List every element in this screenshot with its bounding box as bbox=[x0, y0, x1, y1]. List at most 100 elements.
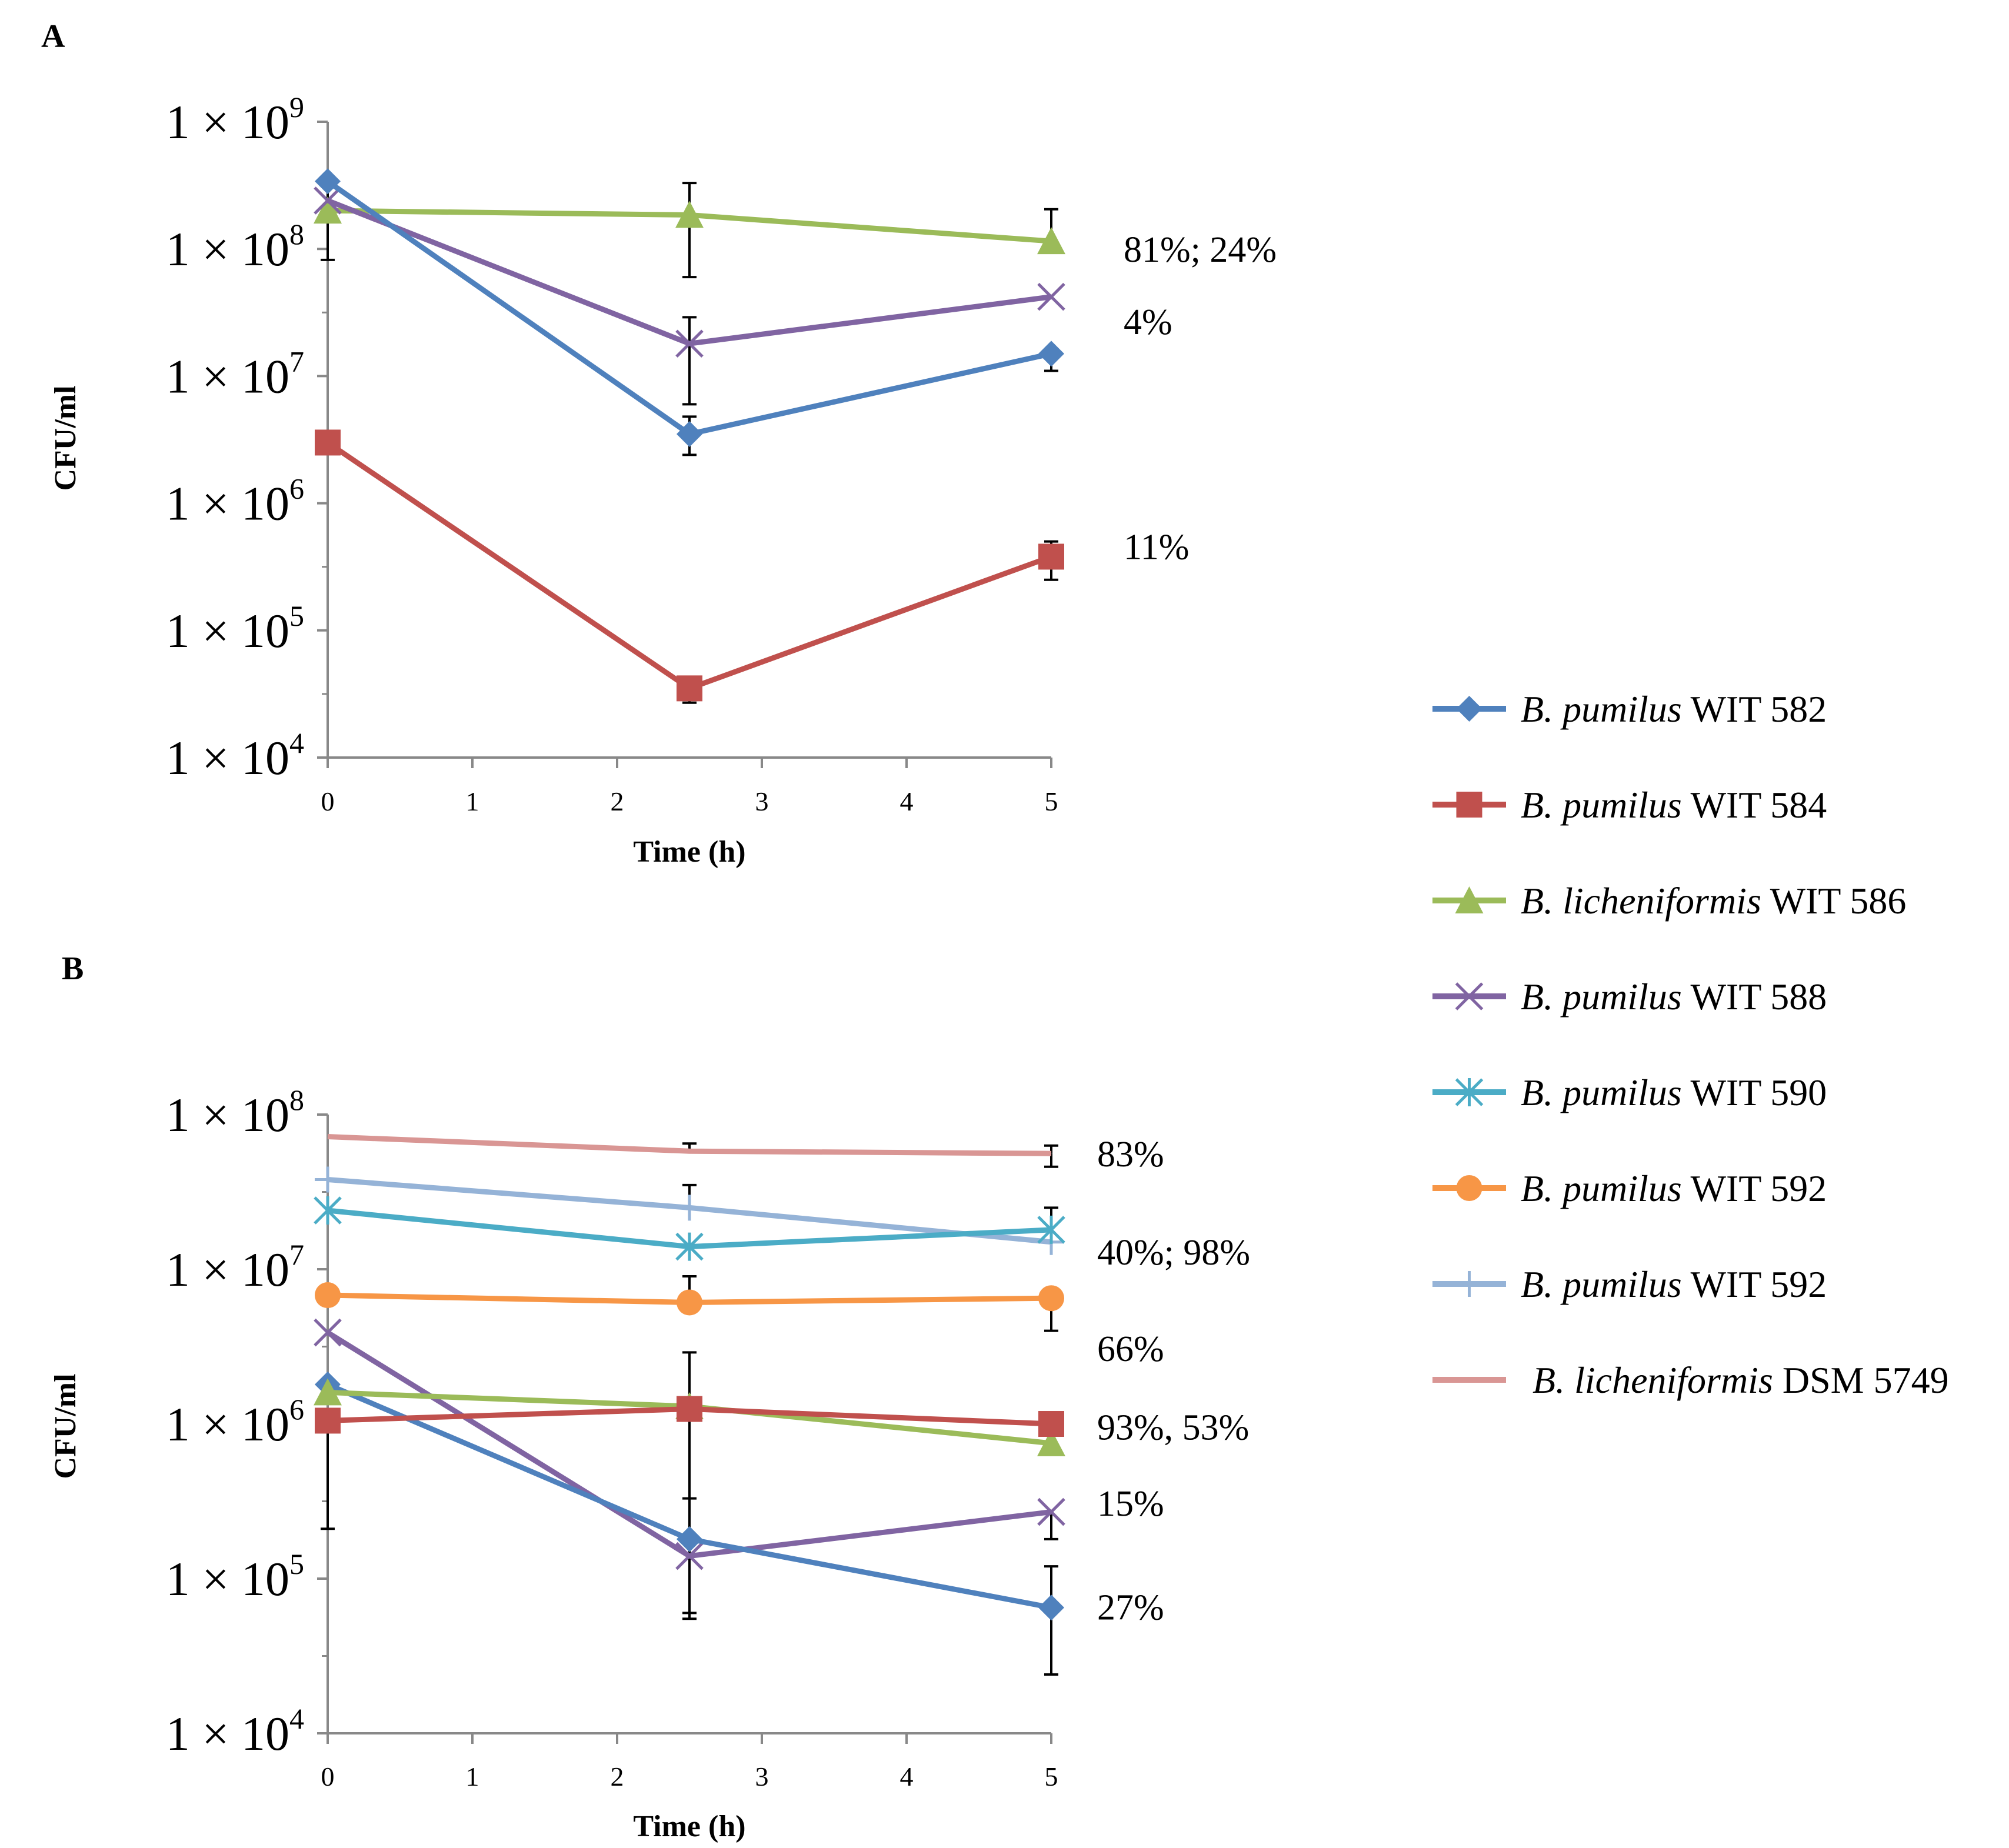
legend-label-wit586: B. licheniformis WIT 586 bbox=[1521, 880, 1906, 922]
panel-label: A bbox=[41, 18, 65, 55]
legend-strain: WIT 588 bbox=[1682, 976, 1827, 1018]
legend-label-wit588: B. pumilus WIT 588 bbox=[1521, 976, 1827, 1018]
x-axis-title: Time (h) bbox=[633, 1810, 745, 1843]
data-point-wit582 bbox=[677, 1526, 702, 1552]
data-point-wit590 bbox=[675, 1232, 704, 1261]
legend-strain: DSM 5749 bbox=[1773, 1359, 1949, 1401]
x-tick-label: 4 bbox=[900, 1762, 914, 1792]
panel-b-chart: B 1 × 108 1 × 107 1 × 106 1 × 105 1 × 104 0 1 2 3… bbox=[49, 950, 1250, 1843]
data-point-wit582 bbox=[1038, 341, 1064, 367]
data-point-wit588 bbox=[314, 1318, 342, 1347]
data-point-wit586 bbox=[675, 201, 704, 228]
legend-marker-wit592_light bbox=[1456, 1271, 1482, 1297]
legend-strain: WIT 590 bbox=[1682, 1072, 1827, 1113]
data-point-wit592_light bbox=[315, 1166, 341, 1193]
legend-label-wit584: B. pumilus WIT 584 bbox=[1521, 784, 1827, 826]
legend-marker-wit582 bbox=[1456, 696, 1482, 722]
y-tick-label: 1 × 108 bbox=[166, 218, 304, 276]
panel-a-chart: A 1 × 109 1 × 108 1 × 107 1 × 106 1 × 105 1 × … bbox=[41, 18, 1277, 869]
x-tick-label: 2 bbox=[611, 1762, 624, 1792]
legend-strain: WIT 582 bbox=[1682, 688, 1827, 730]
legend-marker-wit584 bbox=[1456, 792, 1482, 818]
data-point-wit584 bbox=[1038, 543, 1064, 570]
legend-species: B. licheniformis bbox=[1532, 1359, 1773, 1401]
percentage-annotation: 81%; 24% bbox=[1124, 230, 1277, 270]
panel-label: B bbox=[62, 950, 84, 987]
x-tick-label: 3 bbox=[755, 786, 769, 816]
x-tick-label: 5 bbox=[1045, 1762, 1058, 1792]
data-point-wit584 bbox=[677, 675, 702, 702]
percentage-annotation: 11% bbox=[1124, 528, 1189, 568]
y-tick-label: 1 × 104 bbox=[166, 1702, 304, 1760]
x-tick-label: 5 bbox=[1045, 786, 1058, 816]
data-point-wit582 bbox=[1038, 1595, 1064, 1621]
legend-species: B. pumilus bbox=[1521, 1263, 1682, 1305]
data-point-wit592_orange bbox=[315, 1282, 341, 1309]
percentage-annotation: 27% bbox=[1097, 1587, 1164, 1627]
data-point-wit588 bbox=[1037, 1497, 1065, 1526]
legend-species: B. pumilus bbox=[1521, 976, 1682, 1018]
legend-marker-wit586 bbox=[1455, 886, 1484, 913]
legend-label-wit590: B. pumilus WIT 590 bbox=[1521, 1072, 1827, 1113]
percentage-annotation: 83% bbox=[1097, 1135, 1164, 1175]
legend-species: B. pumilus bbox=[1521, 688, 1682, 730]
data-point-wit584 bbox=[1038, 1411, 1064, 1437]
y-axis-title: CFU/ml bbox=[49, 385, 82, 491]
legend-label-dsm5749: B. licheniformis DSM 5749 bbox=[1532, 1359, 1949, 1401]
legend-species: B. pumilus bbox=[1521, 1072, 1682, 1113]
data-point-wit588 bbox=[675, 1542, 704, 1570]
x-tick-label: 0 bbox=[321, 786, 335, 816]
y-axis-title: CFU/ml bbox=[49, 1373, 82, 1479]
data-point-wit584 bbox=[315, 1407, 341, 1434]
data-point-wit586 bbox=[1037, 227, 1065, 255]
legend-marker-wit590 bbox=[1455, 1078, 1484, 1106]
x-axis-title: Time (h) bbox=[633, 835, 745, 869]
x-tick-label: 1 bbox=[466, 786, 479, 816]
data-point-wit590 bbox=[1037, 1215, 1065, 1244]
data-point-wit592_orange bbox=[677, 1289, 702, 1316]
percentage-annotation: 66% bbox=[1097, 1329, 1164, 1369]
data-point-wit592_orange bbox=[1038, 1285, 1064, 1312]
y-tick-label: 1 × 107 bbox=[166, 345, 304, 403]
percentage-annotation: 40%; 98% bbox=[1097, 1233, 1250, 1273]
y-tick-label: 1 × 108 bbox=[166, 1083, 304, 1142]
percentage-annotation: 15% bbox=[1097, 1484, 1164, 1524]
legend-species: B. licheniformis bbox=[1521, 880, 1761, 922]
data-point-wit588 bbox=[314, 186, 342, 215]
y-tick-label: 1 × 106 bbox=[166, 1393, 304, 1451]
percentage-annotation: 93%, 53% bbox=[1097, 1408, 1249, 1448]
legend-marker-wit592_orange bbox=[1456, 1175, 1482, 1201]
data-point-wit586 bbox=[1037, 1429, 1065, 1456]
y-tick-label: 1 × 109 bbox=[166, 91, 304, 149]
legend-species: B. pumilus bbox=[1521, 784, 1682, 826]
legend-species: B. pumilus bbox=[1521, 1167, 1682, 1209]
data-point-wit592_light bbox=[677, 1195, 702, 1221]
y-tick-label: 1 × 107 bbox=[166, 1238, 304, 1296]
legend-strain: WIT 592 bbox=[1682, 1167, 1827, 1209]
data-point-wit588 bbox=[1037, 282, 1065, 311]
series-line-wit584 bbox=[326, 440, 1052, 691]
data-point-wit584 bbox=[677, 1396, 702, 1422]
data-point-wit584 bbox=[315, 429, 341, 456]
x-tick-label: 1 bbox=[466, 1762, 479, 1792]
data-point-wit586 bbox=[314, 196, 342, 224]
data-point-wit586 bbox=[314, 1378, 342, 1406]
data-point-wit582 bbox=[677, 421, 702, 447]
x-tick-label: 3 bbox=[755, 1762, 769, 1792]
x-tick-label: 4 bbox=[900, 786, 914, 816]
data-point-wit582 bbox=[315, 168, 341, 195]
x-tick-label: 0 bbox=[321, 1762, 335, 1792]
legend-strain: WIT 592 bbox=[1682, 1263, 1827, 1305]
percentage-annotation: 4% bbox=[1124, 302, 1172, 342]
legend-label-wit592_orange: B. pumilus WIT 592 bbox=[1521, 1167, 1827, 1209]
x-tick-label: 2 bbox=[611, 786, 624, 816]
legend-marker-wit588 bbox=[1455, 982, 1484, 1010]
data-point-wit588 bbox=[675, 329, 704, 358]
y-tick-label: 1 × 106 bbox=[166, 472, 304, 531]
y-tick-label: 1 × 105 bbox=[166, 1547, 304, 1606]
legend-label-wit582: B. pumilus WIT 582 bbox=[1521, 688, 1827, 730]
data-point-wit590 bbox=[314, 1196, 342, 1225]
legend-strain: WIT 584 bbox=[1682, 784, 1827, 826]
